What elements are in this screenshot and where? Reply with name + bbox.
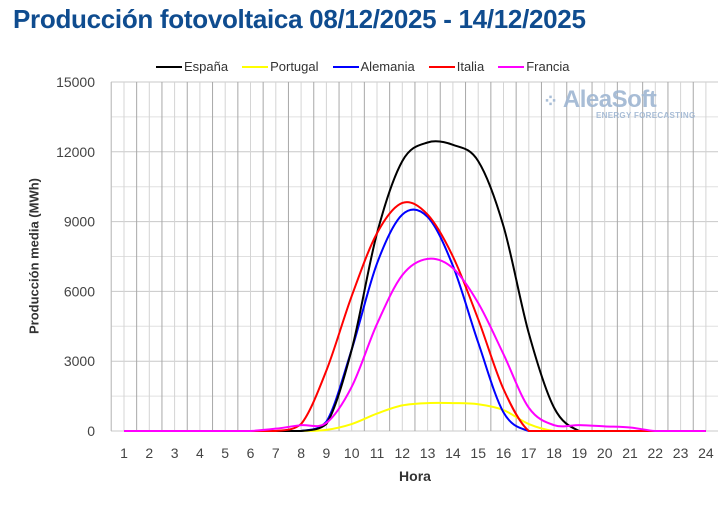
x-tick-label: 15 xyxy=(470,445,486,461)
legend-item-alemania: Alemania xyxy=(332,59,415,74)
legend-swatch xyxy=(498,65,525,68)
x-tick-label: 19 xyxy=(572,445,588,461)
x-tick-label: 21 xyxy=(622,445,638,461)
aleasoft-watermark: ⁘ AleaSoft ENERGY FORECASTING xyxy=(543,86,696,121)
x-tick-label: 22 xyxy=(648,445,664,461)
x-axis-label: Hora xyxy=(399,468,431,484)
legend-item-españa: España xyxy=(156,59,228,74)
chart-title: Producción fotovoltaica 08/12/2025 - 14/… xyxy=(13,4,586,34)
y-tick-label: 0 xyxy=(87,423,95,439)
x-tick-label: 7 xyxy=(272,445,280,461)
x-tick-label: 24 xyxy=(698,445,714,461)
watermark-tagline: ENERGY FORECASTING xyxy=(596,111,696,120)
x-tick-label: 8 xyxy=(297,445,305,461)
x-tick-label: 13 xyxy=(420,445,436,461)
x-tick-label: 16 xyxy=(496,445,512,461)
y-axis-label: Producción media (MWh) xyxy=(26,178,42,334)
x-tick-label: 11 xyxy=(370,445,385,461)
y-axis-ticks: 0 3000 6000 9000 12000 15000 xyxy=(56,74,95,439)
legend-swatch xyxy=(428,65,455,68)
x-tick-label: 12 xyxy=(395,445,411,461)
grid-lines xyxy=(110,81,718,432)
x-tick-label: 9 xyxy=(323,445,331,461)
aleasoft-dots-icon: ⁘ xyxy=(543,91,558,111)
legend-swatch xyxy=(156,65,182,68)
legend-swatch xyxy=(242,65,269,68)
y-tick-label: 15000 xyxy=(56,74,95,90)
legend-label: Portugal xyxy=(270,59,319,74)
x-tick-label: 23 xyxy=(673,445,689,461)
y-tick-label: 9000 xyxy=(64,214,95,230)
x-tick-label: 10 xyxy=(344,445,360,461)
legend-item-italia: Italia xyxy=(428,59,485,74)
legend-label: Francia xyxy=(526,59,570,74)
x-tick-label: 4 xyxy=(196,445,204,461)
x-tick-label: 3 xyxy=(171,445,179,461)
y-tick-label: 12000 xyxy=(56,144,95,160)
legend-label: Alemania xyxy=(360,59,415,74)
x-tick-label: 17 xyxy=(521,445,537,461)
x-tick-label: 5 xyxy=(221,445,229,461)
series-line-francia xyxy=(124,257,706,432)
x-tick-label: 2 xyxy=(145,445,153,461)
x-axis-ticks: 1 2 3 4 5 6 7 8 9 10 11 12 13 14 15 16 17 18 19 20 21 22 23 24 xyxy=(120,445,714,461)
x-tick-label: 18 xyxy=(546,445,562,461)
legend-swatch xyxy=(332,65,359,68)
legend-item-francia: Francia xyxy=(498,59,570,74)
y-tick-label: 3000 xyxy=(64,353,95,369)
chart-legend: España Portugal Alemania Italia Francia xyxy=(156,59,570,74)
x-tick-label: 14 xyxy=(445,445,461,461)
watermark-brand: AleaSoft xyxy=(562,86,657,113)
x-tick-label: 20 xyxy=(597,445,613,461)
y-tick-label: 6000 xyxy=(64,283,95,299)
legend-item-portugal: Portugal xyxy=(242,59,319,74)
x-tick-label: 6 xyxy=(247,445,255,461)
legend-label: España xyxy=(184,59,229,74)
x-tick-label: 1 xyxy=(120,445,128,461)
series-lines xyxy=(124,140,706,432)
legend-label: Italia xyxy=(456,59,485,74)
